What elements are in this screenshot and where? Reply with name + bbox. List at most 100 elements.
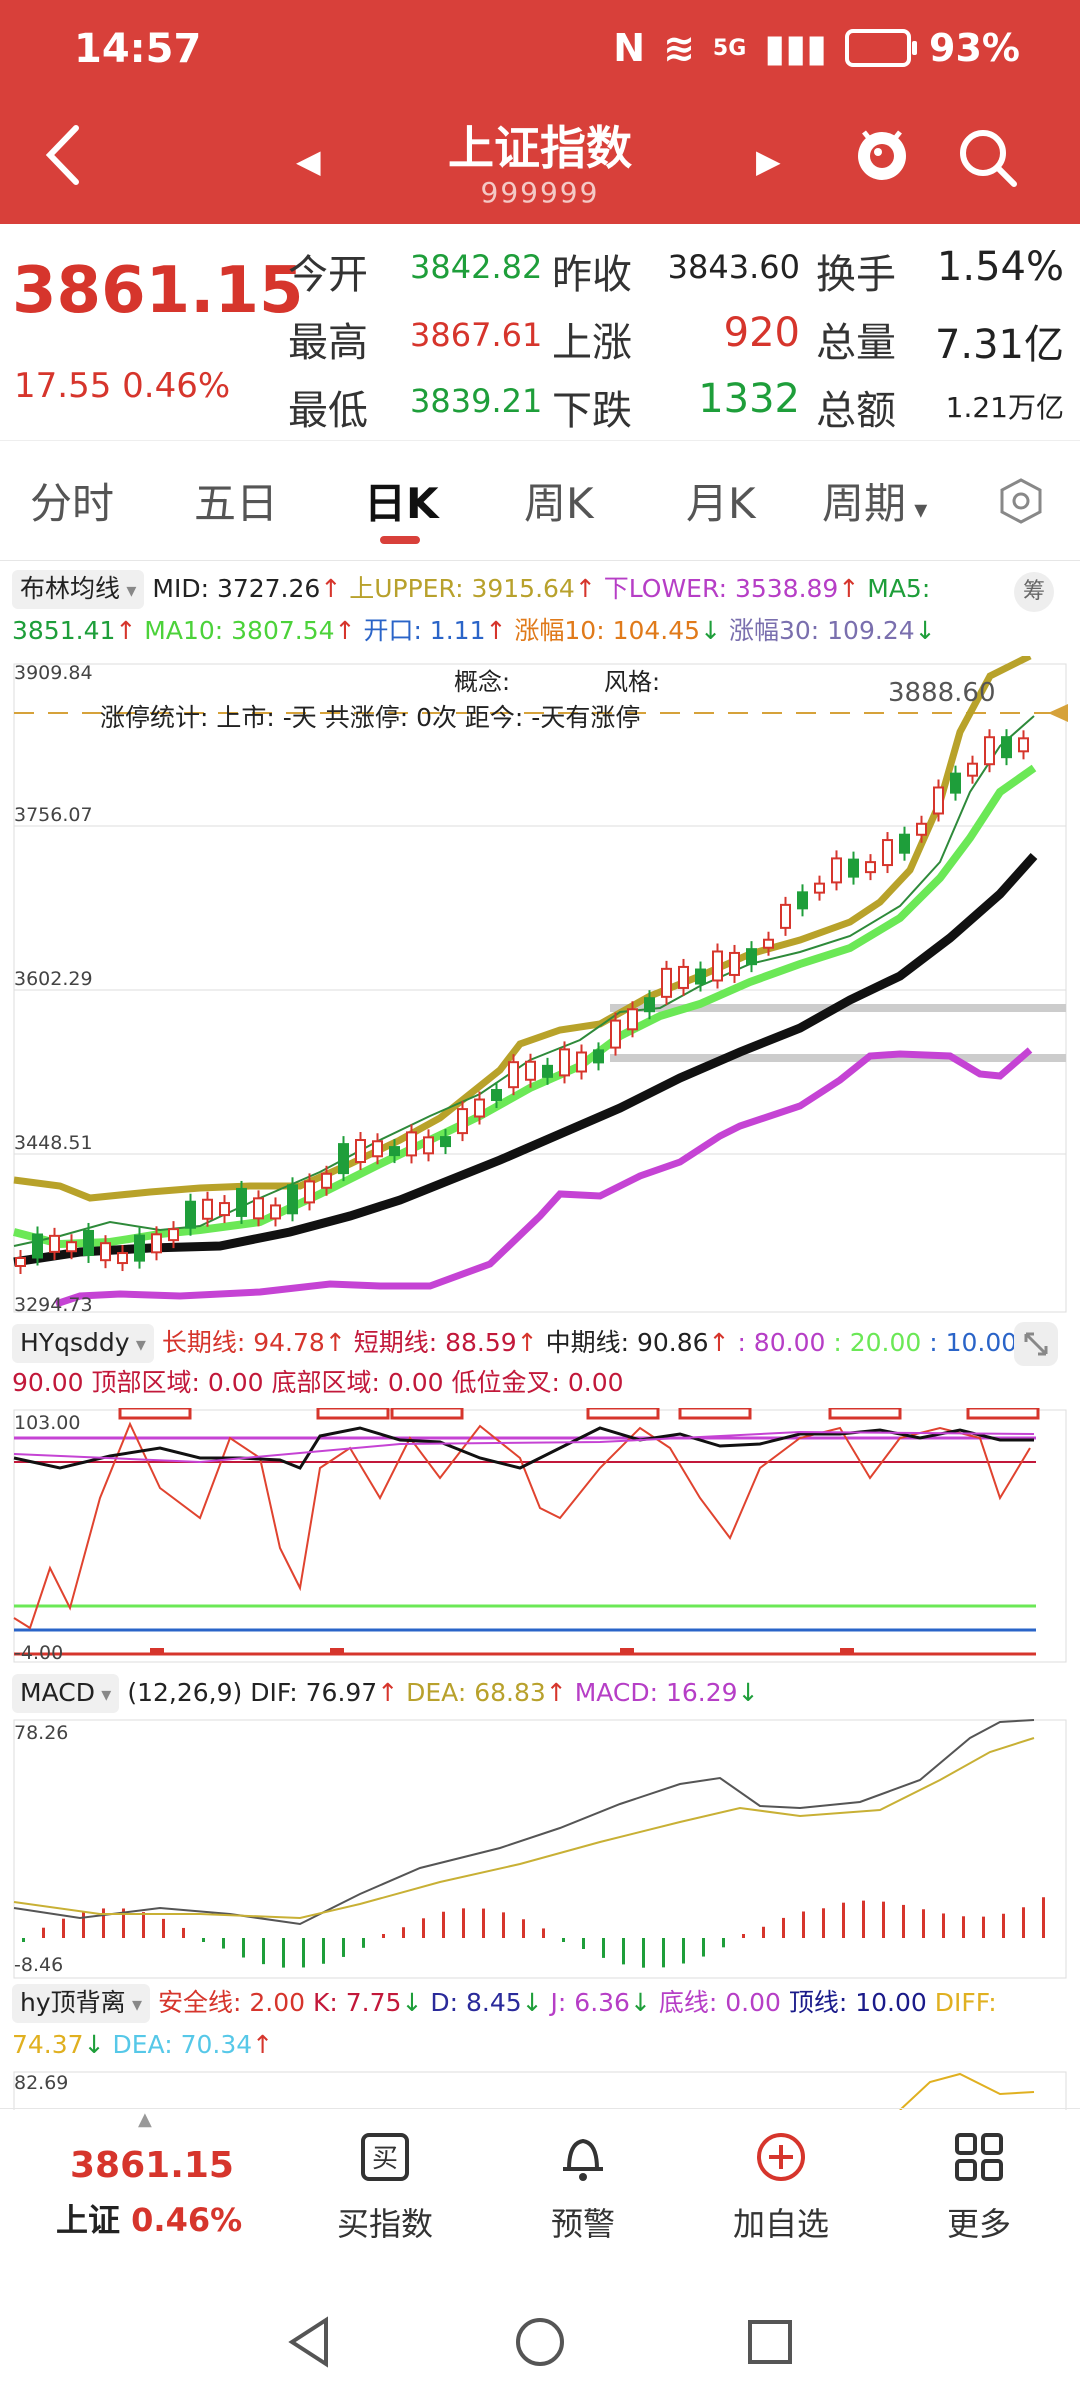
candle [355, 1139, 366, 1164]
macd-bar [682, 1938, 685, 1964]
tab-weekly-k[interactable]: 周K [524, 479, 594, 528]
settings-hexagon-icon[interactable] [996, 476, 1046, 526]
macd-bar [362, 1938, 365, 1948]
alert-button[interactable]: 预警 [508, 2129, 658, 2245]
kline-chart[interactable] [0, 656, 1080, 1316]
bottom-index[interactable]: 上证 0.46% [56, 2195, 242, 2241]
macd-legend: MACD (12,26,9) DIF: 76.97↑ DEA: 68.83↑ M… [12, 1674, 759, 1713]
boll-indicator-select[interactable]: 布林均线 [12, 570, 145, 609]
candle [219, 1202, 230, 1217]
macd-bar [762, 1926, 765, 1938]
back-icon[interactable] [36, 120, 96, 190]
candle [32, 1233, 43, 1259]
nav-back-icon[interactable] [282, 2314, 338, 2370]
candle [542, 1064, 553, 1078]
signal-label: 5G [712, 35, 747, 61]
more-button[interactable]: 更多 [904, 2129, 1054, 2245]
macd-bar [242, 1938, 245, 1958]
macd-histogram [22, 1897, 1045, 1968]
hydb-top: 顶线: 10.00 [788, 1988, 927, 2017]
tab-five-day[interactable]: 五日 [194, 479, 279, 528]
caret-up-icon[interactable]: ▲ [138, 2109, 152, 2130]
macd-bar [502, 1912, 505, 1938]
change-value: 17.55 [14, 366, 112, 406]
expand-icon[interactable] [1014, 1322, 1058, 1366]
macd-y-bottom: -8.46 [14, 1954, 64, 1976]
hy-chart [13, 1408, 1067, 1663]
next-stock-icon[interactable]: ▶ [756, 142, 781, 180]
change-pct: 0.46% [122, 366, 231, 406]
hy-indicator-select[interactable]: HYqsddy [12, 1324, 154, 1363]
hy-y-bottom: -4.00 [14, 1642, 64, 1664]
boll-ma10: MA10: 3807.54 [144, 616, 335, 645]
label-prev-close: 昨收 [552, 252, 632, 298]
macd-bar [482, 1908, 485, 1938]
macd-bar [422, 1918, 425, 1938]
boll-upper: 上UPPER: 3915.64 [349, 574, 575, 603]
candle [270, 1204, 281, 1220]
label-high: 最高 [288, 320, 368, 366]
tab-daily-k[interactable]: 日K [364, 479, 439, 528]
tab-period-label: 周期 [822, 479, 907, 528]
add-watchlist-button[interactable]: 加自选 [706, 2129, 856, 2245]
boll-legend-row2: 3851.41↑ MA10: 3807.54↑ 开口: 1.11↑ 涨幅10: … [12, 616, 936, 645]
hydb-indicator-select[interactable]: hy顶背离 [12, 1984, 151, 2023]
more-label: 更多 [946, 2205, 1011, 2243]
macd-bar [982, 1916, 985, 1938]
value-amount: 1.21万亿 [945, 391, 1064, 424]
macd-bar [202, 1938, 205, 1942]
macd-bar [62, 1918, 65, 1938]
candle [746, 948, 757, 966]
macd-bar [442, 1911, 445, 1938]
status-icons: N ≋ 5G ▮▮▮ 93% [613, 26, 1020, 70]
macd-bar [222, 1938, 225, 1949]
macd-bar [82, 1911, 85, 1938]
kchart-y-label-3: 3602.29 [14, 968, 93, 990]
tab-period[interactable]: 周期 ▾ [822, 470, 927, 531]
boll-open: 开口: 1.11 [363, 616, 486, 645]
boll-side-button[interactable]: 筹 [1014, 572, 1054, 612]
macd-bar [302, 1938, 305, 1968]
tab-monthly-k[interactable]: 月K [686, 479, 756, 528]
candle [916, 822, 927, 836]
boll-zf10: 涨幅10: 104.45 [514, 616, 701, 645]
hydb-dea: DEA: 70.34 [112, 2030, 253, 2059]
prev-stock-icon[interactable]: ◀ [296, 142, 321, 180]
macd-bar [142, 1912, 145, 1938]
candle [797, 891, 808, 910]
svg-text:买: 买 [372, 2144, 398, 2174]
macd-bar [622, 1938, 625, 1965]
mascot-icon[interactable] [850, 122, 914, 186]
bottom-price: 3861.15 [70, 2145, 234, 2186]
nav-recents-icon[interactable] [742, 2314, 798, 2370]
hy-y-top: 103.00 [14, 1412, 81, 1434]
macd-bar [662, 1938, 665, 1968]
hydb-y-top: 82.69 [14, 2072, 69, 2094]
candle [729, 951, 740, 976]
bottom-action-bar: ▲ 3861.15 上证 0.46% 买 买指数 预警 加自选 更多 [0, 2108, 1080, 2259]
buy-index-button[interactable]: 买 买指数 [310, 2129, 460, 2245]
macd-bar [102, 1908, 105, 1938]
candle [49, 1234, 60, 1253]
candlestick-series [15, 729, 1029, 1274]
boll-ma5-label: MA5: [867, 574, 931, 603]
candle [253, 1197, 264, 1220]
macd-indicator-select[interactable]: MACD [12, 1674, 120, 1713]
nfc-icon: N [613, 26, 646, 70]
chevron-down-icon: ▾ [906, 495, 928, 525]
value-down-count: 1332 [698, 376, 800, 422]
macd-bar [962, 1916, 965, 1938]
macd-params: (12,26,9) [127, 1678, 243, 1707]
hydb-k: K: 7.75 [313, 1988, 402, 2017]
kchart-y-label-5: 3294.73 [14, 1294, 93, 1316]
candle [627, 1008, 638, 1031]
candle [134, 1234, 145, 1262]
app-header: 14:57 N ≋ 5G ▮▮▮ 93% ◀ 上证指数 999999 ▶ [0, 0, 1080, 224]
candle [1018, 737, 1029, 753]
macd-bar [262, 1938, 265, 1965]
search-icon[interactable] [956, 126, 1020, 190]
macd-chart [13, 1719, 1067, 1979]
tab-intraday[interactable]: 分时 [30, 479, 115, 528]
nav-home-icon[interactable] [512, 2314, 568, 2370]
candle [117, 1252, 128, 1265]
